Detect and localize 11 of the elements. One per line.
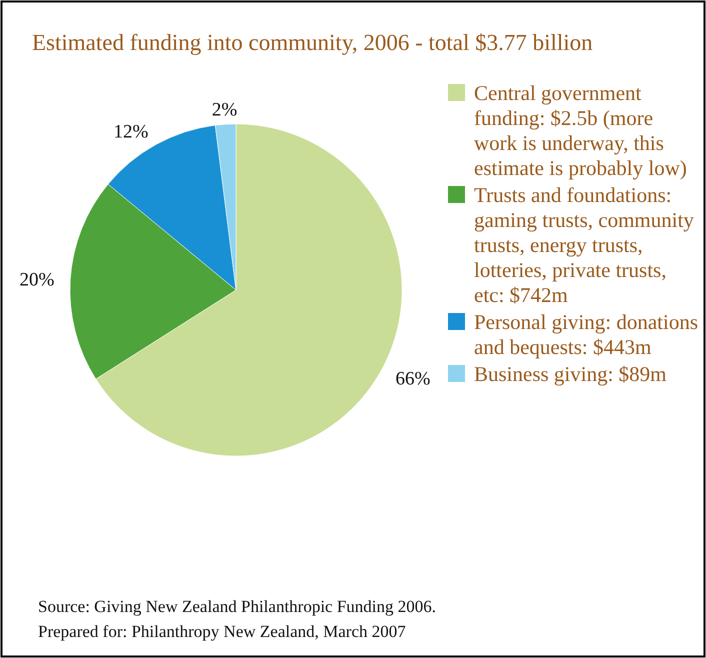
source-note: Source: Giving New Zealand Philanthropic Funding 2006. [38, 597, 436, 616]
data-label: 66% [395, 368, 430, 390]
chart-title: Estimated funding into community, 2006 - total $3.77 billion [32, 30, 594, 55]
data-label: 20% [20, 270, 55, 291]
legend-label: Business giving: $89m [474, 362, 667, 386]
data-label: 2% [212, 99, 238, 120]
legend-label: Central government funding: $2.5b (more work is underway, this estimate is probably low) [474, 81, 687, 180]
legend-label: Trusts and foundations: gaming trusts, community trusts, energy trusts, lotteries, private trusts, etc: $742m [474, 183, 694, 307]
data-label: 12% [113, 122, 148, 143]
legend-label: Personal giving: donations and bequests: $443m [474, 310, 698, 359]
text: Prepared for: Philanthropy New Zealand, March 2007 [38, 622, 406, 641]
